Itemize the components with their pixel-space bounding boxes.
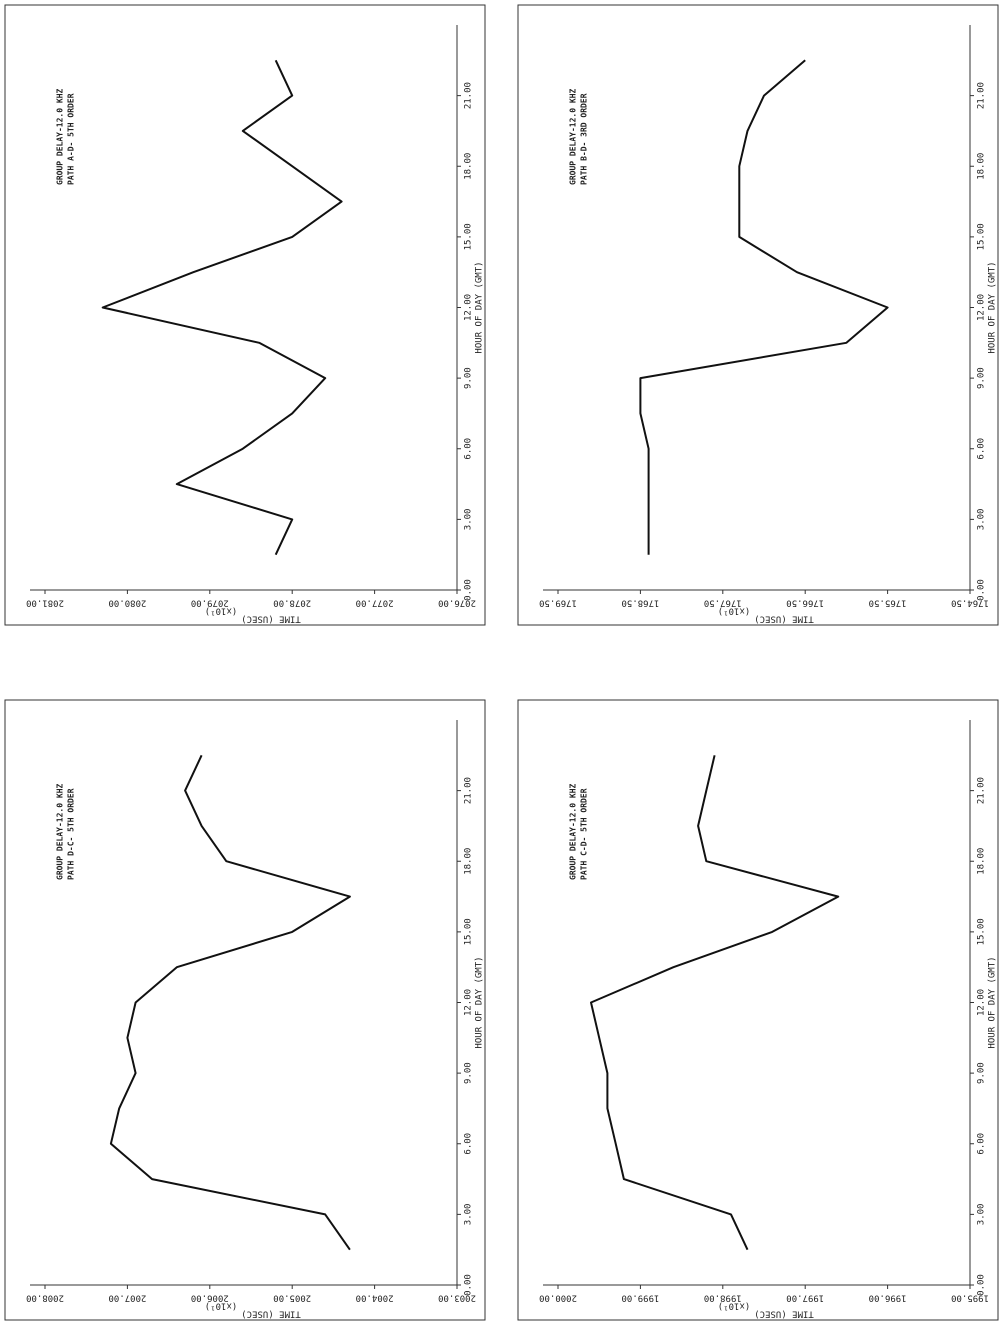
y-tick-label: 2078.00 bbox=[273, 598, 311, 608]
y-tick-label: 1996.00 bbox=[869, 1293, 907, 1303]
x-tick-label: 0.00 bbox=[464, 579, 474, 601]
x-tick-label: 3.00 bbox=[464, 509, 474, 531]
data-line bbox=[101, 59, 343, 556]
y-tick-label: 2000.00 bbox=[539, 1293, 577, 1303]
x-tick-label: 6.00 bbox=[464, 1133, 474, 1155]
x-tick-label: 0.00 bbox=[977, 1274, 987, 1296]
y-tick-label: 1768.50 bbox=[621, 598, 659, 608]
y-axis-title: TIME (USEC) bbox=[754, 1309, 814, 1319]
data-line bbox=[590, 755, 840, 1251]
x-tick-label: 12.00 bbox=[464, 989, 474, 1016]
panel-frame bbox=[4, 4, 486, 626]
chart-panel: 0.00 3.00 6.00 9.00 12.00 15.00 18.00 21.00 2003… bbox=[4, 699, 486, 1321]
x-tick-label: 9.00 bbox=[977, 1062, 987, 1084]
y-multiplier: (x10¹) bbox=[718, 606, 751, 616]
x-tick-label: 6.00 bbox=[977, 1133, 987, 1155]
panel-frame bbox=[4, 699, 486, 1321]
y-axis-title: TIME (USEC) bbox=[241, 614, 301, 624]
panel-frame bbox=[517, 699, 999, 1321]
x-tick-label: 18.00 bbox=[464, 153, 474, 180]
x-tick-label: 12.00 bbox=[977, 294, 987, 321]
x-axis-title: HOUR OF DAY (GMT) bbox=[475, 261, 485, 353]
x-tick-label: 21.00 bbox=[464, 777, 474, 804]
y-axis-title: TIME (USEC) bbox=[754, 614, 814, 624]
y-tick-label: 2008.00 bbox=[26, 1293, 64, 1303]
y-tick-label: 2004.00 bbox=[356, 1293, 394, 1303]
y-tick-label: 2007.00 bbox=[108, 1293, 146, 1303]
y-tick-label: 1999.00 bbox=[621, 1293, 659, 1303]
y-tick-label: 2003.00 bbox=[438, 1293, 476, 1303]
y-tick-label: 1997.00 bbox=[786, 1293, 824, 1303]
chart-panel: 0.00 3.00 6.00 9.00 12.00 15.00 18.00 21.00 1764… bbox=[517, 4, 999, 626]
x-tick-label: 9.00 bbox=[464, 1062, 474, 1084]
chart-panel: 0.00 3.00 6.00 9.00 12.00 15.00 18.00 21.00 1995… bbox=[517, 699, 999, 1321]
x-axis-title: HOUR OF DAY (GMT) bbox=[988, 956, 998, 1048]
data-line bbox=[109, 754, 351, 1251]
x-tick-label: 12.00 bbox=[464, 294, 474, 321]
y-tick-label: 1998.00 bbox=[704, 1293, 742, 1303]
chart-title: GROUP DELAY-12.0 KHZ bbox=[569, 88, 578, 185]
x-tick-label: 9.00 bbox=[464, 367, 474, 389]
x-tick-label: 3.00 bbox=[977, 1204, 987, 1226]
x-tick-label: 6.00 bbox=[464, 438, 474, 460]
x-tick-label: 21.00 bbox=[977, 777, 987, 804]
y-tick-label: 2081.00 bbox=[26, 598, 64, 608]
y-tick-label: 1765.50 bbox=[869, 598, 907, 608]
y-tick-label: 2080.00 bbox=[108, 598, 146, 608]
chart-title: GROUP DELAY-12.0 KHZ bbox=[56, 783, 65, 880]
x-tick-label: 21.00 bbox=[977, 82, 987, 109]
y-tick-label: 1766.50 bbox=[786, 598, 824, 608]
chart-title: GROUP DELAY-12.0 KHZ bbox=[56, 88, 65, 185]
chart-subtitle: PATH A-D- 5TH ORDER bbox=[67, 93, 76, 185]
x-tick-label: 21.00 bbox=[464, 82, 474, 109]
x-tick-label: 18.00 bbox=[977, 153, 987, 180]
y-tick-label: 2005.00 bbox=[273, 1293, 311, 1303]
chart-subtitle: PATH D-C- 5TH ORDER bbox=[67, 788, 76, 880]
y-tick-label: 2076.00 bbox=[438, 598, 476, 608]
y-tick-label: 2079.00 bbox=[191, 598, 229, 608]
y-axis-title: TIME (USEC) bbox=[241, 1309, 301, 1319]
x-tick-label: 9.00 bbox=[977, 367, 987, 389]
x-tick-label: 0.00 bbox=[464, 1274, 474, 1296]
x-tick-label: 18.00 bbox=[464, 848, 474, 875]
y-multiplier: (x10¹) bbox=[205, 1301, 238, 1311]
y-tick-label: 2077.00 bbox=[356, 598, 394, 608]
x-axis-title: HOUR OF DAY (GMT) bbox=[475, 956, 485, 1048]
y-multiplier: (x10¹) bbox=[718, 1301, 751, 1311]
x-tick-label: 0.00 bbox=[977, 579, 987, 601]
x-tick-label: 15.00 bbox=[977, 223, 987, 250]
x-axis-title: HOUR OF DAY (GMT) bbox=[988, 261, 998, 353]
chart-panel: 0.00 3.00 6.00 9.00 12.00 15.00 18.00 21.00 2076… bbox=[4, 4, 486, 626]
y-tick-label: 1995.00 bbox=[951, 1293, 989, 1303]
x-tick-label: 15.00 bbox=[464, 918, 474, 945]
x-tick-label: 15.00 bbox=[977, 918, 987, 945]
x-tick-label: 12.00 bbox=[977, 989, 987, 1016]
x-tick-label: 3.00 bbox=[977, 509, 987, 531]
y-tick-label: 2006.00 bbox=[191, 1293, 229, 1303]
y-tick-label: 1769.50 bbox=[539, 598, 577, 608]
x-tick-label: 15.00 bbox=[464, 223, 474, 250]
y-multiplier: (x10¹) bbox=[205, 606, 238, 616]
chart-title: GROUP DELAY-12.0 KHZ bbox=[569, 783, 578, 880]
x-tick-label: 18.00 bbox=[977, 848, 987, 875]
data-line bbox=[639, 59, 889, 555]
chart-subtitle: PATH C-D- 5TH ORDER bbox=[580, 788, 589, 880]
y-tick-label: 1764.50 bbox=[951, 598, 989, 608]
y-tick-label: 1767.50 bbox=[704, 598, 742, 608]
x-tick-label: 6.00 bbox=[977, 438, 987, 460]
panel-frame bbox=[517, 4, 999, 626]
chart-subtitle: PATH B-D- 3RD ORDER bbox=[580, 93, 589, 185]
x-tick-label: 3.00 bbox=[464, 1204, 474, 1226]
